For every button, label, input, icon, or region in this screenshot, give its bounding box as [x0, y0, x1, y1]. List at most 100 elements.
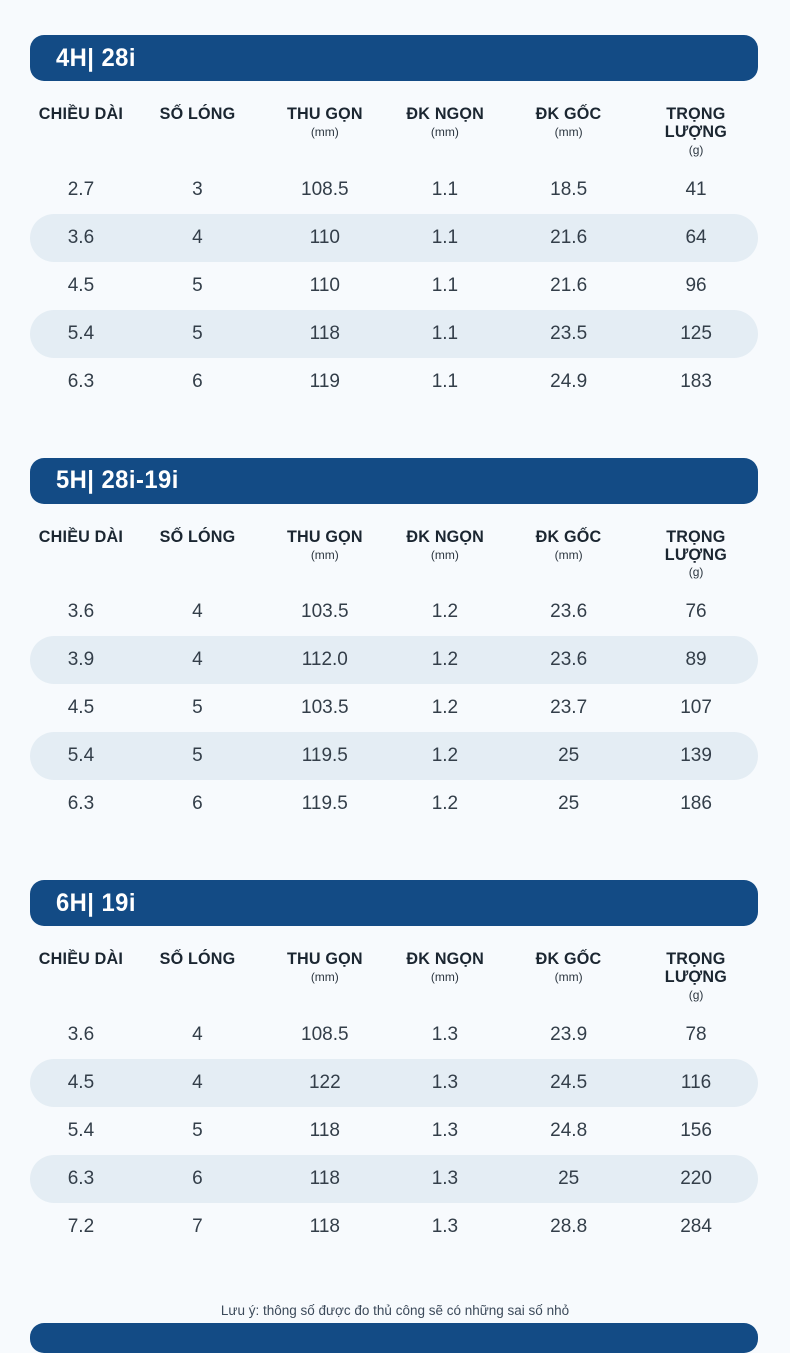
column-header: TRỌNG LƯỢNG (g)	[634, 522, 758, 581]
table-cell: 220	[680, 1168, 712, 1190]
table-cell: 125	[680, 322, 712, 344]
column-header: ĐK NGỌN (mm)	[387, 944, 503, 1003]
table-cell: 108.5	[301, 178, 349, 200]
table-cell: 5	[192, 322, 203, 344]
spec-section: 6H| 19i CHIỀU DÀI SỐ LÓNG THU GỌN (mm) ĐK NG…	[30, 880, 758, 1251]
table-cell: 1.3	[431, 1024, 459, 1046]
column-unit	[30, 549, 132, 563]
column-header: SỐ LÓNG	[132, 99, 263, 158]
column-unit	[132, 126, 263, 140]
table-cell: 25	[558, 793, 580, 815]
table-cell: 119.5	[301, 745, 348, 767]
table-cell: 4	[192, 1072, 203, 1094]
table-cell: 21.6	[550, 274, 588, 296]
table-cell: 1.3	[431, 1216, 459, 1238]
table-cell: 3.6	[67, 601, 95, 623]
column-unit: (mm)	[554, 124, 583, 139]
section-title: 6H| 19i	[56, 888, 136, 917]
table-cell: 4.5	[67, 697, 95, 719]
section-title: 5H| 28i-19i	[56, 466, 179, 495]
column-unit	[132, 971, 263, 985]
column-header: CHIỀU DÀI	[30, 99, 132, 158]
column-label: TRỌNG LƯỢNG	[664, 526, 728, 564]
table-cell: 1.3	[431, 1072, 459, 1094]
table-cell: 186	[680, 793, 712, 815]
table-cell: 3.6	[67, 1024, 95, 1046]
table-cell: 3.9	[67, 649, 95, 671]
column-label: THU GỌN	[286, 949, 363, 969]
table-cell: 2.7	[67, 178, 95, 200]
table-row: 7.2 7 118 1.3 28.8 284	[30, 1203, 758, 1251]
column-label: CHIỀU DÀI	[38, 949, 124, 969]
column-header: ĐK NGỌN (mm)	[387, 99, 503, 158]
table-cell: 6.3	[67, 793, 95, 815]
table-cell: 118	[309, 1168, 340, 1190]
table-cell: 1.3	[431, 1168, 459, 1190]
column-unit: (mm)	[310, 970, 339, 985]
table-cell: 4	[192, 649, 203, 671]
column-header: THU GỌN (mm)	[263, 99, 387, 158]
table-cell: 284	[680, 1216, 712, 1238]
table-cell: 24.5	[550, 1072, 588, 1094]
table-row: 5.4 5 118 1.3 24.8 156	[30, 1107, 758, 1155]
table-cell: 28.8	[550, 1216, 588, 1238]
table-cell: 5.4	[67, 745, 95, 767]
table-cell: 103.5	[301, 601, 349, 623]
column-label: CHIỀU DÀI	[38, 526, 124, 546]
table-cell: 25	[558, 1168, 580, 1190]
table-body: 3.6 4 103.5 1.2 23.6 76 3.9 4 112.0 1.2 23.6 89 4.5 5…	[30, 588, 758, 828]
column-header: CHIỀU DÀI	[30, 944, 132, 1003]
table-row: 6.3 6 119.5 1.2 25 186	[30, 780, 758, 828]
column-label: CHIỀU DÀI	[38, 104, 124, 123]
table-cell: 1.3	[431, 1120, 459, 1142]
table-cell: 7	[192, 1216, 203, 1238]
column-unit: (g)	[688, 988, 704, 1003]
column-header: SỐ LÓNG	[132, 944, 263, 1003]
table-cell: 1.1	[431, 178, 459, 200]
table-cell: 78	[685, 1024, 707, 1046]
column-label: ĐK NGỌN	[406, 949, 484, 969]
column-label: ĐK GỐC	[535, 526, 602, 546]
column-unit: (mm)	[310, 124, 339, 139]
column-header: TRỌNG LƯỢNG (g)	[634, 944, 758, 1003]
table-cell: 5.4	[67, 1120, 95, 1142]
table-row: 5.4 5 119.5 1.2 25 139	[30, 732, 758, 781]
table-cell: 122	[308, 1072, 341, 1094]
table-header-row: CHIỀU DÀI SỐ LÓNG THU GỌN (mm) ĐK NGỌN (mm) ĐK…	[30, 99, 758, 158]
table-cell: 103.5	[301, 697, 349, 719]
table-cell: 24.9	[550, 370, 588, 392]
table-cell: 5.4	[67, 322, 95, 344]
table-cell: 41	[685, 178, 707, 200]
footer-bar	[30, 1323, 758, 1353]
spec-sections: 4H| 28i CHIỀU DÀI SỐ LÓNG THU GỌN (mm) ĐK NG…	[0, 35, 790, 1251]
column-unit: (mm)	[430, 970, 459, 985]
table-cell: 4	[192, 601, 203, 623]
section-header-bar: 6H| 19i	[30, 880, 758, 927]
table-cell: 1.2	[431, 649, 459, 671]
table-cell: 6.3	[67, 370, 95, 392]
column-unit: (mm)	[554, 547, 583, 562]
table-cell: 110	[309, 274, 340, 296]
table-row: 3.6 4 108.5 1.3 23.9 78	[30, 1011, 758, 1059]
table-cell: 6	[192, 793, 203, 815]
table-cell: 6.3	[67, 1168, 95, 1190]
column-label: SỐ LÓNG	[159, 526, 236, 546]
column-label: ĐK GỐC	[535, 949, 602, 969]
table-header-row: CHIỀU DÀI SỐ LÓNG THU GỌN (mm) ĐK NGỌN (mm) ĐK…	[30, 944, 758, 1003]
table-cell: 23.6	[550, 649, 588, 671]
column-label: THU GỌN	[286, 104, 363, 123]
table-cell: 119	[309, 370, 340, 392]
column-header: CHIỀU DÀI	[30, 522, 132, 581]
table-cell: 1.2	[431, 601, 459, 623]
table-row: 3.6 4 103.5 1.2 23.6 76	[30, 588, 758, 636]
column-unit: (g)	[688, 142, 704, 157]
table-row: 6.3 6 118 1.3 25 220	[30, 1155, 758, 1204]
table-cell: 108.5	[301, 1024, 349, 1046]
table-cell: 5	[192, 274, 203, 296]
column-label: ĐK NGỌN	[406, 526, 484, 546]
table-cell: 183	[680, 370, 712, 392]
column-header: THU GỌN (mm)	[263, 944, 387, 1003]
column-label: SỐ LÓNG	[159, 949, 236, 969]
table-cell: 23.7	[550, 697, 588, 719]
column-header: SỐ LÓNG	[132, 522, 263, 581]
